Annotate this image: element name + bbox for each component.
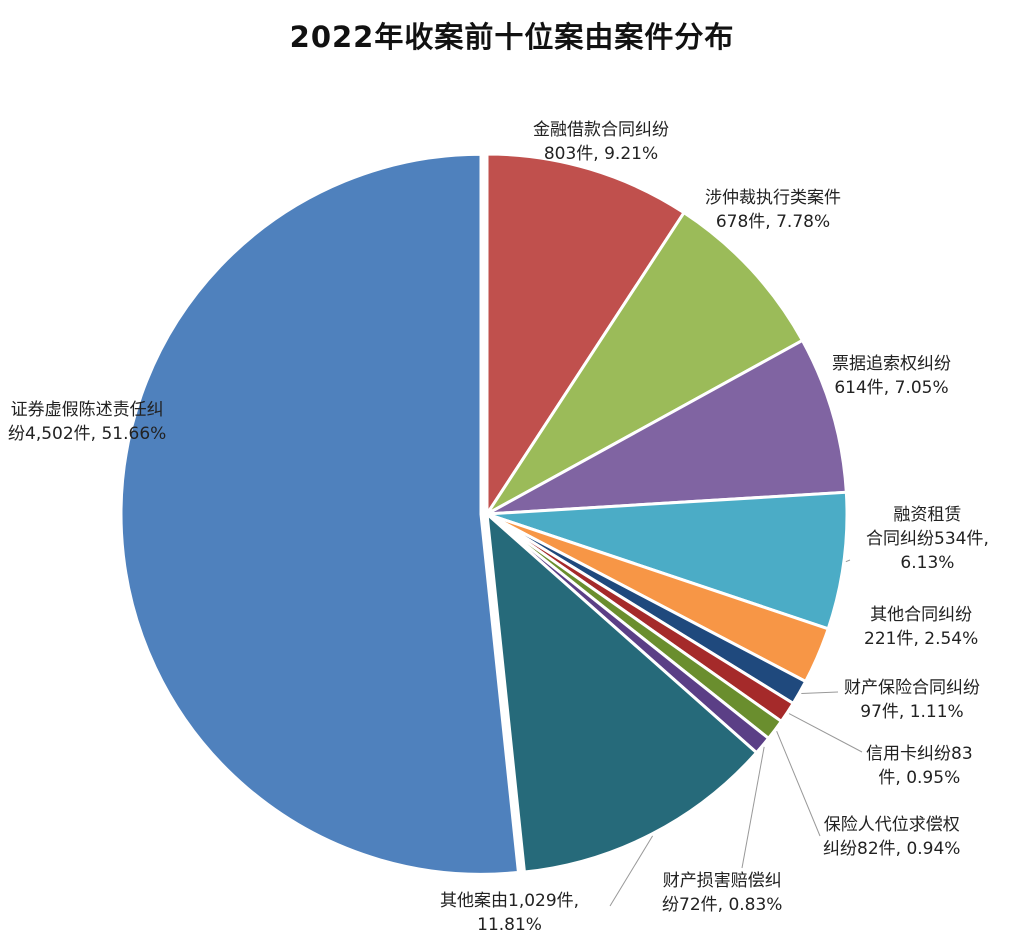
pie-slice-4 <box>486 490 849 631</box>
leader-line-9 <box>741 746 765 869</box>
leader-line-8 <box>776 730 821 837</box>
slice-label-5: 其他合同纠纷 221件, 2.54% <box>864 605 979 649</box>
slice-label-7: 信用卡纠纷83 件, 0.95% <box>866 744 973 788</box>
leader-line-7 <box>788 713 863 753</box>
slice-label-0: 证券虚假陈述责任纠 纷4,502件, 51.66% <box>8 400 167 444</box>
chart-title: 2022年收案前十位案由案件分布 <box>289 20 735 54</box>
slice-label-9: 财产损害赔偿纠 纷72件, 0.83% <box>662 871 783 915</box>
slice-label-6: 财产保险合同纠纷 97件, 1.11% <box>844 678 980 722</box>
slice-label-2: 涉仲裁执行类案件 678件, 7.78% <box>705 188 841 232</box>
leader-line-10 <box>609 835 654 907</box>
slice-label-10: 其他案由1,029件, 11.81% <box>440 891 580 935</box>
slice-label-4: 融资租赁 合同纠纷534件, 6.13% <box>866 505 989 573</box>
pie-slice-1 <box>485 152 687 520</box>
leader-line-4 <box>845 559 851 563</box>
pie-slice-0 <box>119 152 521 876</box>
pie-slices <box>119 152 849 876</box>
slice-label-3: 票据追索权纠纷 614件, 7.05% <box>832 354 951 398</box>
pie-slice-10 <box>485 510 759 874</box>
leader-line-6 <box>801 691 839 695</box>
slice-label-8: 保险人代位求偿权 纠纷82件, 0.94% <box>823 815 961 859</box>
pie-slice-2 <box>485 210 805 516</box>
slice-label-1: 金融借款合同纠纷 803件, 9.21% <box>533 120 669 164</box>
leader-lines <box>609 559 863 907</box>
pie-slice-3 <box>486 338 848 516</box>
